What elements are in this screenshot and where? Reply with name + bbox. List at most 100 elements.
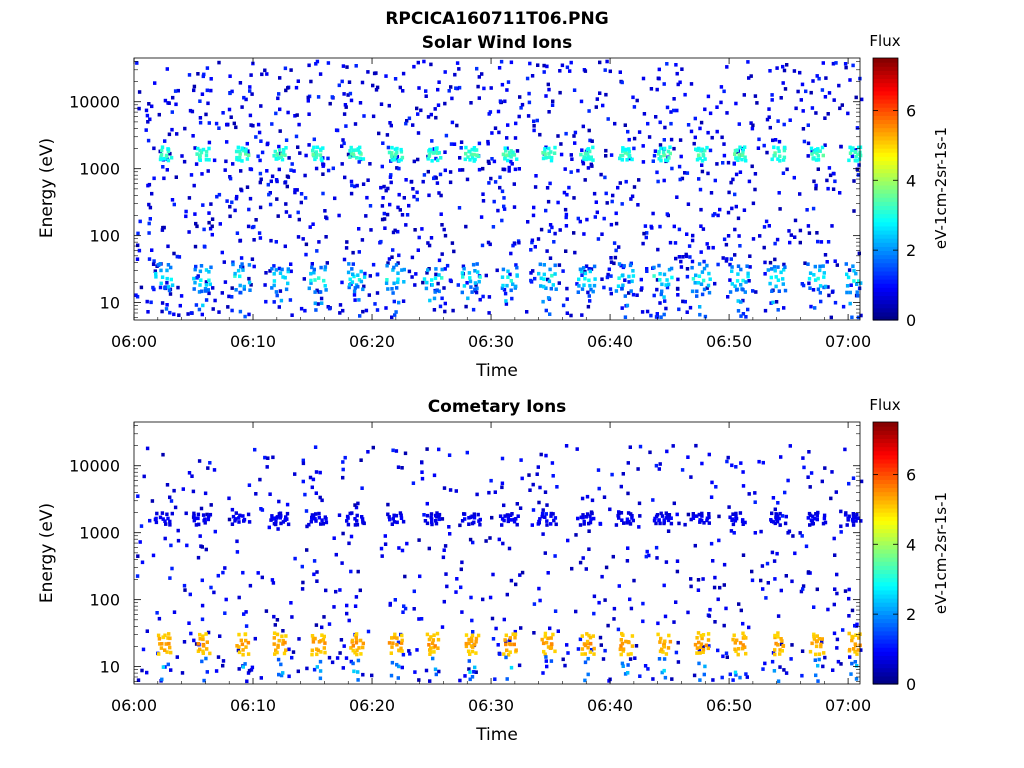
flux-cell: [201, 637, 205, 642]
flux-cell: [738, 675, 742, 680]
flux-cell: [438, 304, 443, 309]
colorbar-swatch: [873, 532, 898, 538]
flux-cell: [548, 181, 552, 186]
flux-cell: [432, 308, 437, 312]
flux-cell: [824, 76, 828, 80]
flux-cell: [733, 647, 737, 652]
flux-cell: [676, 82, 680, 87]
flux-cell: [603, 175, 607, 180]
flux-cell: [787, 229, 791, 233]
flux-cell: [444, 133, 449, 138]
flux-cell: [347, 262, 351, 266]
flux-cell: [441, 555, 446, 560]
flux-cell: [827, 293, 831, 298]
flux-cell: [603, 648, 607, 653]
flux-cell: [549, 522, 553, 526]
x-tick-label: 06:40: [587, 696, 633, 715]
flux-cell: [282, 148, 286, 152]
flux-cell: [774, 275, 778, 279]
flux-cell: [149, 300, 153, 305]
flux-cell: [746, 274, 750, 279]
flux-cell: [244, 610, 248, 614]
flux-cell: [412, 159, 416, 164]
flux-cell: [559, 142, 563, 146]
flux-cell: [733, 253, 737, 257]
flux-cell: [349, 98, 354, 103]
flux-cell: [275, 293, 279, 298]
flux-cell: [675, 108, 679, 113]
flux-cell: [490, 515, 494, 520]
flux-cell: [235, 155, 239, 160]
flux-cell: [199, 264, 204, 268]
flux-cell: [695, 636, 699, 640]
flux-cell: [475, 262, 479, 266]
flux-cell: [333, 196, 337, 201]
flux-cell: [241, 665, 245, 669]
flux-cell: [776, 631, 780, 635]
flux-cell: [204, 153, 209, 158]
flux-cell: [301, 237, 305, 241]
flux-cell: [240, 159, 244, 163]
colorbar-swatch: [873, 516, 898, 521]
spectrogram-area[interactable]: 06:00 06:10 06:20 06:30 06:40 06:50 07:0010100…: [69, 421, 871, 715]
flux-cell: [527, 100, 532, 105]
flux-cell: [823, 284, 828, 289]
flux-cell: [848, 647, 852, 652]
flux-cell: [392, 635, 397, 640]
flux-cell: [525, 310, 529, 314]
flux-cell: [356, 678, 360, 682]
flux-cell: [742, 208, 747, 212]
flux-cell: [465, 281, 469, 285]
flux-cell: [471, 645, 475, 649]
spectrogram-area[interactable]: 06:00 06:10 06:20 06:30 06:40 06:50 07:0010100…: [69, 57, 871, 351]
flux-cell: [672, 224, 676, 229]
flux-cell: [624, 639, 628, 644]
flux-cell: [296, 210, 300, 215]
flux-cell: [756, 146, 761, 150]
flux-cell: [315, 652, 319, 657]
flux-cell: [517, 167, 521, 171]
flux-cell: [662, 153, 667, 158]
flux-cell: [738, 641, 743, 645]
flux-cell: [631, 269, 635, 273]
flux-cell: [773, 268, 777, 273]
flux-cell: [831, 61, 836, 66]
flux-cell: [193, 280, 197, 285]
flux-cell: [798, 531, 802, 535]
flux-cell: [375, 308, 380, 312]
flux-cell: [829, 315, 833, 320]
flux-cell: [591, 289, 595, 294]
flux-cell: [490, 616, 495, 621]
flux-cell: [776, 308, 780, 312]
flux-cell: [776, 157, 780, 161]
flux-cell: [396, 640, 401, 645]
flux-cell: [474, 636, 479, 641]
y-tick-label: 1000: [79, 524, 120, 543]
flux-cell: [583, 178, 587, 182]
flux-cell: [278, 107, 282, 112]
flux-cell: [553, 516, 558, 520]
flux-cell: [618, 647, 622, 652]
flux-cell: [168, 636, 172, 641]
flux-cell: [538, 485, 542, 490]
flux-cell: [454, 86, 458, 90]
flux-cell: [468, 537, 473, 542]
flux-cell: [694, 273, 698, 278]
flux-cell: [250, 92, 254, 96]
flux-cell: [433, 290, 437, 294]
panel-title: Solar Wind Ions: [422, 33, 573, 53]
flux-cell: [396, 280, 400, 285]
flux-cell: [320, 633, 324, 637]
flux-cell: [850, 661, 854, 666]
flux-cell: [433, 276, 438, 281]
flux-cell: [621, 273, 625, 277]
flux-cell: [700, 270, 705, 274]
flux-cell: [850, 154, 855, 159]
flux-cell: [773, 577, 777, 581]
flux-cell: [697, 146, 701, 151]
flux-cell: [774, 300, 779, 304]
flux-cell: [348, 283, 352, 287]
flux-cell: [350, 183, 354, 188]
flux-cell: [443, 70, 447, 74]
flux-cell: [586, 304, 591, 309]
